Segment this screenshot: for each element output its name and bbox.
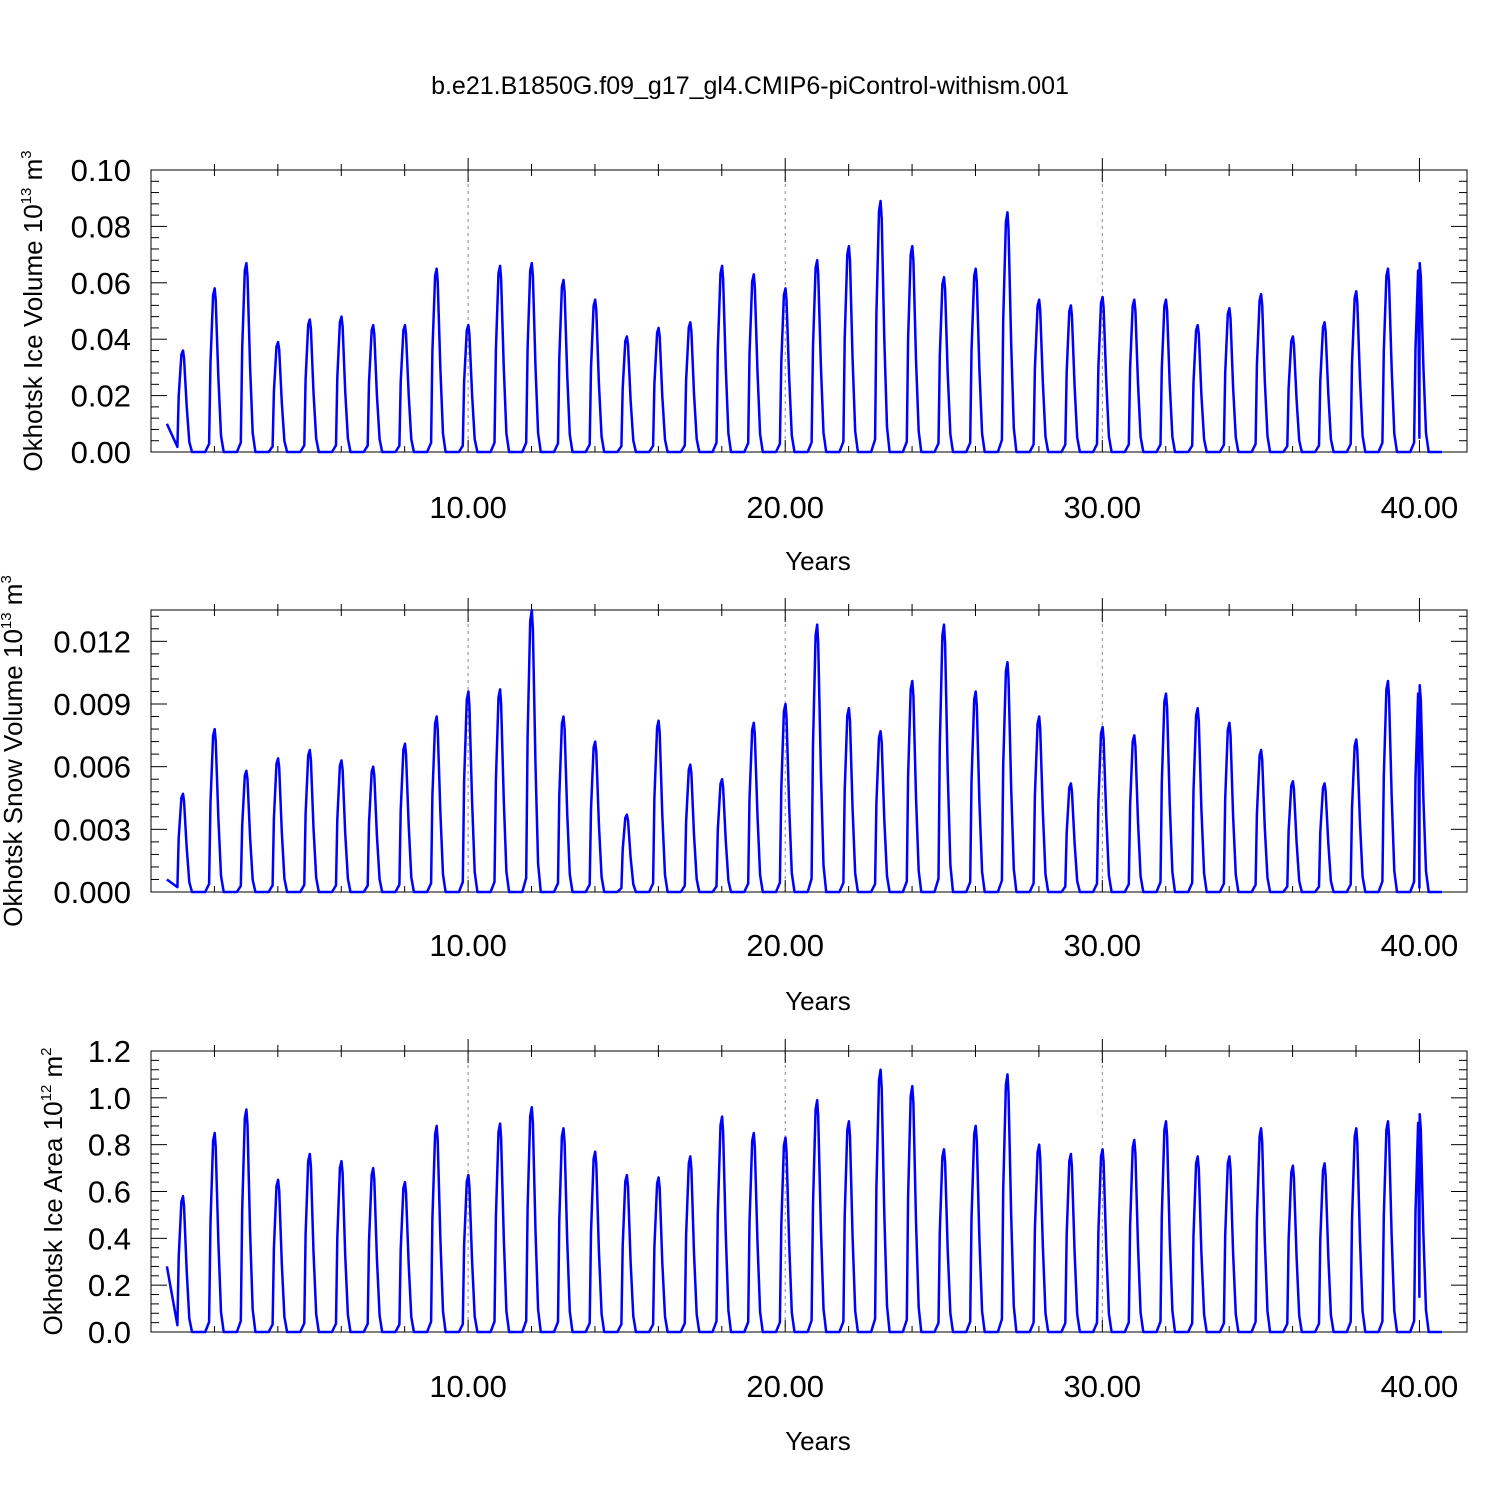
plot-frame xyxy=(150,1050,1468,1333)
y-tick-label: 0.006 xyxy=(53,750,131,785)
x-tick-label: 30.00 xyxy=(1064,928,1142,963)
y-tick-label: 0.00 xyxy=(71,435,131,470)
x-tick-label: 40.00 xyxy=(1381,490,1459,525)
x-axis-label: Years xyxy=(785,546,851,576)
x-tick-label: 30.00 xyxy=(1064,490,1142,525)
y-tick-label: 0.10 xyxy=(71,153,131,188)
panel-3: 10.00 20.00 30.00 40.00 0.0 0.2 0.4 0.6 0.8 1.0 1.… xyxy=(38,1034,1468,1456)
x-axis-label: Years xyxy=(785,1426,851,1456)
y-tick-label: 0.6 xyxy=(88,1175,131,1210)
y-tick-label: 0.02 xyxy=(71,379,131,414)
x-tick-label: 10.00 xyxy=(429,490,507,525)
x-tick-label: 10.00 xyxy=(429,1369,507,1404)
y-tick-label: 0.2 xyxy=(88,1268,131,1303)
y-axis-label: Okhotsk Ice Area 1012 m2 xyxy=(38,1047,68,1335)
y-tick-label: 0.06 xyxy=(71,266,131,301)
y-tick-label: 0.000 xyxy=(53,875,131,910)
y-tick-label: 0.0 xyxy=(88,1315,131,1350)
y-tick-label: 0.012 xyxy=(53,624,131,659)
y-axis-label: Okhotsk Snow Volume 1013 m3 xyxy=(0,575,28,927)
y-tick-label: 0.009 xyxy=(53,687,131,722)
series-line-1 xyxy=(165,199,1442,454)
plot-frame xyxy=(150,169,1468,453)
x-tick-label: 20.00 xyxy=(746,1369,824,1404)
plot-frame xyxy=(150,609,1468,893)
x-tick-label: 40.00 xyxy=(1381,1369,1459,1404)
x-tick-label: 20.00 xyxy=(746,928,824,963)
y-tick-label: 1.0 xyxy=(88,1081,131,1116)
x-axis-label: Years xyxy=(785,986,851,1016)
y-tick-label: 1.2 xyxy=(88,1034,131,1069)
x-tick-label: 20.00 xyxy=(746,490,824,525)
x-tick-label: 40.00 xyxy=(1381,928,1459,963)
x-tick-label: 10.00 xyxy=(429,928,507,963)
series-line-1 xyxy=(165,1068,1442,1334)
x-tick-label: 30.00 xyxy=(1064,1369,1142,1404)
y-tick-label: 0.04 xyxy=(71,322,131,357)
panel-1: 10.00 20.00 30.00 40.00 0.00 0.02 0.04 0.06 0.08… xyxy=(18,150,1468,576)
figure-title: b.e21.B1850G.f09_g17_gl4.CMIP6-piControl… xyxy=(431,72,1069,100)
y-tick-label: 0.003 xyxy=(53,812,131,847)
y-tick-label: 0.08 xyxy=(71,209,131,244)
series-line-1 xyxy=(166,608,1442,894)
panel-2: 10.00 20.00 30.00 40.00 0.000 0.003 0.006 0.009… xyxy=(0,575,1468,1016)
y-axis-label: Okhotsk Ice Volume 1013 m3 xyxy=(18,150,48,471)
y-tick-label: 0.8 xyxy=(88,1128,131,1163)
y-tick-label: 0.4 xyxy=(88,1221,131,1256)
